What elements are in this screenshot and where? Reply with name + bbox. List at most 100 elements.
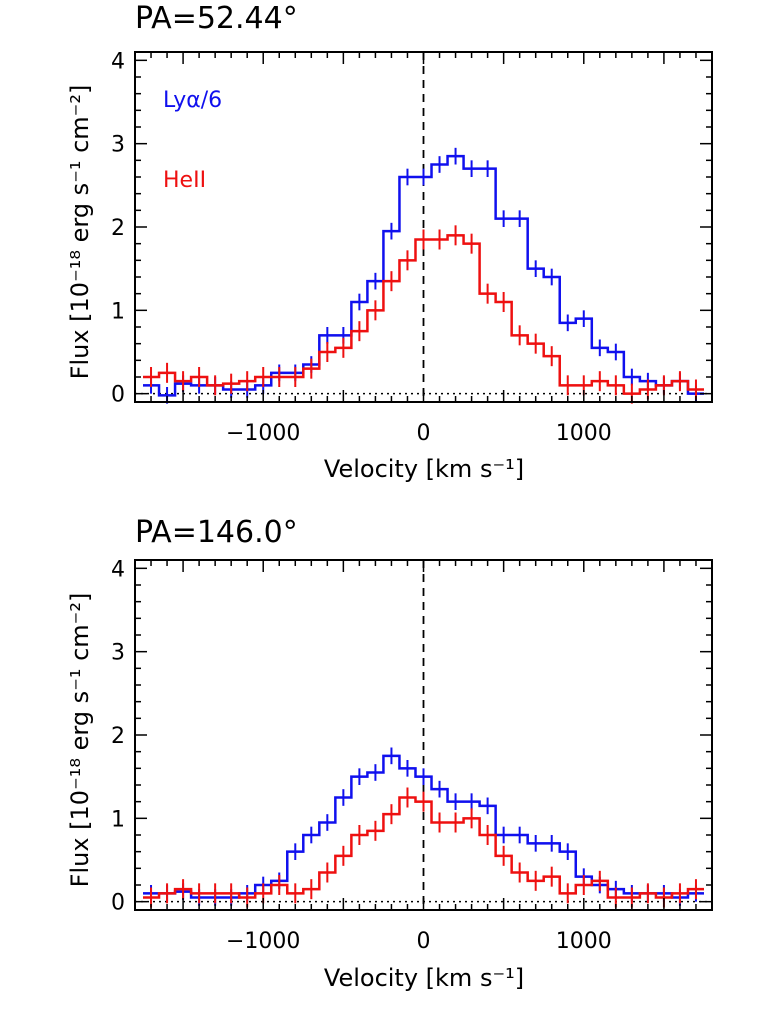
data-point xyxy=(271,875,288,895)
data-point xyxy=(303,826,320,844)
data-point xyxy=(351,768,368,785)
data-point xyxy=(319,814,336,831)
data-point xyxy=(447,812,464,833)
data-point xyxy=(527,835,544,852)
data-point xyxy=(415,791,432,812)
data-point xyxy=(143,367,160,387)
panel-pa-52: PA=52.44° Flux [10⁻¹⁸ erg s⁻¹ cm⁻²] Velo… xyxy=(66,1,713,483)
data-point xyxy=(335,337,352,358)
data-point xyxy=(495,845,512,866)
data-point xyxy=(431,156,448,173)
data-point xyxy=(335,789,352,806)
y-tick-label: 0 xyxy=(111,891,125,916)
panel-pa-146: PA=146.0° Flux [10⁻¹⁸ erg s⁻¹ cm⁻²] Velo… xyxy=(66,515,713,992)
data-point xyxy=(559,883,576,904)
data-point xyxy=(591,371,608,392)
panel-title: PA=146.0° xyxy=(135,515,298,550)
data-point xyxy=(463,808,480,829)
data-point xyxy=(431,229,448,250)
data-point xyxy=(223,373,240,394)
data-point xyxy=(367,764,384,781)
data-point xyxy=(447,793,464,810)
data-point xyxy=(543,835,560,852)
data-point xyxy=(479,160,496,177)
series-line xyxy=(143,234,704,395)
x-tick-label: 0 xyxy=(417,421,431,446)
data-point xyxy=(287,883,304,904)
data-point xyxy=(319,327,336,344)
data-point xyxy=(463,793,480,810)
data-point xyxy=(431,812,448,833)
data-point xyxy=(607,375,624,396)
data-point xyxy=(559,375,576,396)
data-point xyxy=(159,883,176,904)
data-point xyxy=(287,367,304,387)
data-point xyxy=(527,333,544,354)
data-point xyxy=(351,825,368,845)
data-point xyxy=(447,147,464,165)
data-point xyxy=(559,843,576,860)
data-point xyxy=(415,768,432,785)
data-point xyxy=(527,870,544,891)
y-axis-label: Flux [10⁻¹⁸ erg s⁻¹ cm⁻²] xyxy=(66,593,94,888)
data-point xyxy=(255,367,272,387)
data-point xyxy=(575,310,592,327)
data-point xyxy=(479,283,496,304)
data-point xyxy=(207,375,224,396)
data-point xyxy=(463,233,480,254)
data-point xyxy=(479,825,496,845)
x-tick-label: −1000 xyxy=(226,421,300,446)
data-point xyxy=(367,300,384,321)
data-point xyxy=(431,780,448,798)
data-point xyxy=(303,879,320,900)
data-point xyxy=(543,866,560,887)
data-point xyxy=(319,862,336,883)
data-point xyxy=(495,210,512,227)
data-point xyxy=(367,272,384,290)
data-point xyxy=(287,843,304,860)
data-point xyxy=(335,845,352,866)
data-point xyxy=(511,862,528,883)
data-point xyxy=(383,271,400,292)
data-point xyxy=(511,826,528,844)
data-point xyxy=(367,820,384,841)
data-point xyxy=(191,883,208,904)
data-point xyxy=(511,325,528,346)
data-point xyxy=(447,225,464,246)
x-axis-label: Velocity [km s⁻¹] xyxy=(324,964,524,992)
data-point xyxy=(239,371,256,392)
legend-heii: HeII xyxy=(163,168,206,193)
data-point xyxy=(351,321,368,342)
data-point xyxy=(479,797,496,815)
data-point xyxy=(175,371,192,392)
data-point xyxy=(543,268,560,286)
data-point xyxy=(207,883,224,904)
y-tick-label: 2 xyxy=(111,724,125,749)
data-point xyxy=(415,168,432,186)
data-point xyxy=(511,210,528,227)
data-point xyxy=(383,222,400,240)
data-point xyxy=(671,883,688,904)
y-tick-label: 3 xyxy=(111,133,125,158)
legend-lya: Lyα/6 xyxy=(163,88,222,113)
data-point xyxy=(175,879,192,900)
data-point xyxy=(591,339,608,357)
y-tick-label: 3 xyxy=(111,641,125,666)
data-point xyxy=(623,368,640,386)
data-point xyxy=(639,883,656,904)
panel-title: PA=52.44° xyxy=(135,1,298,36)
y-axis-label: Flux [10⁻¹⁸ erg s⁻¹ cm⁻²] xyxy=(66,85,94,380)
data-point xyxy=(319,342,336,362)
series-heii xyxy=(143,225,704,404)
data-point xyxy=(383,747,400,765)
data-point xyxy=(559,314,576,332)
data-point xyxy=(303,358,320,379)
data-point xyxy=(223,883,240,904)
y-tick-label: 2 xyxy=(111,216,125,241)
data-point xyxy=(591,870,608,891)
data-point xyxy=(351,293,368,311)
x-tick-label: −1000 xyxy=(226,929,300,954)
data-point xyxy=(271,367,288,387)
data-point xyxy=(687,879,704,900)
